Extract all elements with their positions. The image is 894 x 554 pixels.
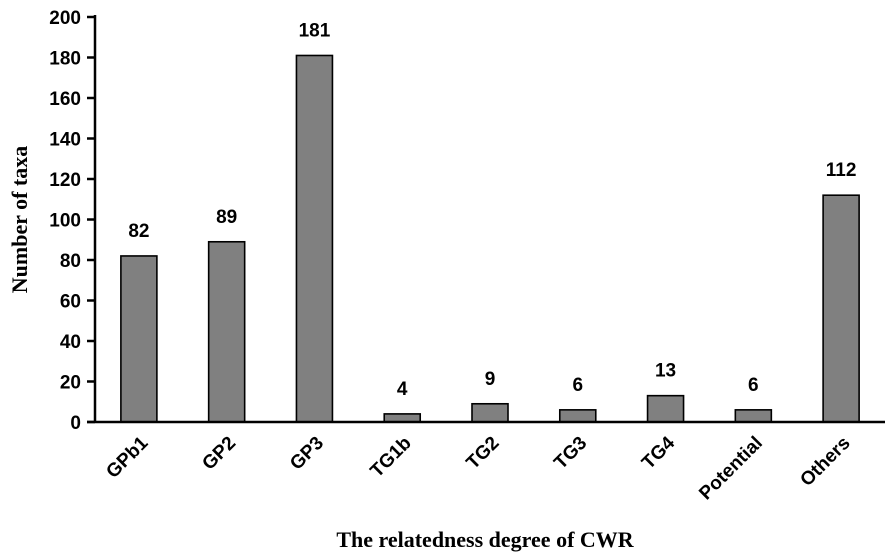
y-tick-label: 80 [60, 251, 81, 272]
data-label-gp3: 181 [299, 20, 331, 41]
data-label-tg4: 13 [655, 361, 676, 382]
x-tick-label-tg1b: TG1b [367, 433, 416, 482]
x-axis-ticks: GPb1 GP2 GP3 TG1b TG2 TG3 TG4 Potential Others [102, 432, 854, 504]
bar-gpb1 [120, 255, 158, 423]
data-label-gpb1: 82 [128, 221, 149, 242]
x-tick-label-tg3: TG3 [550, 433, 591, 474]
y-tick-label: 60 [60, 292, 81, 313]
data-label-potential: 6 [748, 375, 759, 396]
data-label-others: 112 [826, 160, 857, 181]
bar-tg3 [558, 409, 597, 423]
bar-potential [734, 409, 773, 423]
x-tick-label-tg4: TG4 [638, 432, 679, 473]
y-tick-label: 100 [49, 211, 81, 232]
data-label-tg1b: 4 [397, 379, 408, 400]
y-tick-label: 200 [49, 8, 81, 29]
y-axis-ticks: 0 20 40 60 80 100 120 140 160 180 200 [49, 8, 95, 434]
x-tick-label-tg2: TG2 [463, 433, 504, 474]
y-axis-title: Number of taxa [7, 146, 32, 293]
x-tick-label-gp3: GP3 [286, 433, 328, 475]
x-tick-label-others: Others [796, 433, 854, 491]
bar-gp2 [207, 240, 246, 423]
y-tick-label: 160 [49, 89, 81, 110]
y-tick-label: 140 [49, 130, 81, 151]
bar-gp3 [295, 54, 334, 423]
bar-tg4 [646, 394, 685, 423]
data-label-tg3: 6 [572, 375, 583, 396]
bar-tg2 [471, 402, 509, 423]
y-tick-label: 0 [70, 413, 81, 434]
y-tick-label: 120 [49, 170, 81, 191]
data-labels: 82 89 181 4 9 6 13 6 112 [128, 20, 856, 399]
data-label-tg2: 9 [485, 369, 496, 390]
y-tick-label: 20 [60, 373, 81, 394]
y-tick-label: 180 [49, 49, 81, 70]
x-tick-label-gp2: GP2 [198, 433, 240, 475]
data-label-gp2: 89 [216, 207, 237, 228]
x-axis-title: The relatedness degree of CWR [336, 527, 634, 552]
bars [120, 54, 860, 423]
bar-others [822, 194, 860, 423]
x-tick-label-gpb1: GPb1 [102, 432, 152, 482]
y-tick-label: 40 [60, 332, 81, 353]
x-tick-label-potential: Potential [695, 433, 767, 505]
